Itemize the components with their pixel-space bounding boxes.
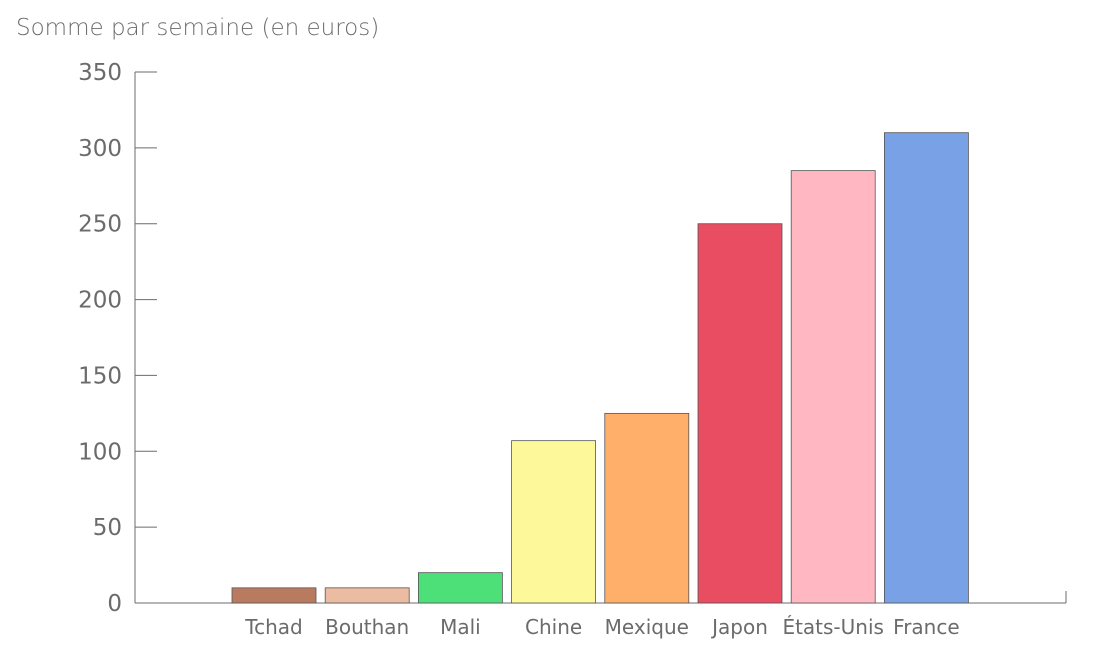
bar-japon bbox=[697, 223, 783, 604]
bars bbox=[231, 132, 969, 604]
y-tick-label: 0 bbox=[107, 591, 122, 617]
bar-mali bbox=[417, 572, 503, 604]
y-tick-label: 50 bbox=[93, 515, 122, 541]
x-tick-label: Mali bbox=[440, 615, 481, 639]
bar-mexique bbox=[604, 412, 690, 604]
x-tick-label: Mexique bbox=[605, 615, 689, 639]
x-tick-label: Chine bbox=[525, 615, 582, 639]
x-tick-label: Japon bbox=[710, 615, 768, 639]
bar-bouthan bbox=[324, 587, 410, 604]
y-axis-title: Somme par semaine (en euros) bbox=[16, 15, 379, 41]
y-tick-label: 250 bbox=[78, 212, 122, 238]
x-tick-label: Tchad bbox=[244, 615, 302, 639]
y-tick-label: 350 bbox=[78, 60, 122, 86]
x-tick-label: France bbox=[893, 615, 960, 639]
y-tick-label: 300 bbox=[78, 136, 122, 162]
y-ticks: 0 50 100 150 200 250 300 350 bbox=[78, 60, 157, 617]
x-ticks: Tchad Bouthan Mali Chine Mexique Japon États-U… bbox=[244, 615, 959, 639]
x-tick-label: Bouthan bbox=[325, 615, 409, 639]
x-tick-label: États-Unis bbox=[782, 615, 884, 639]
y-tick-label: 100 bbox=[78, 439, 122, 465]
y-tick-label: 150 bbox=[78, 363, 122, 389]
bar-tchad bbox=[231, 587, 317, 604]
y-tick-label: 200 bbox=[78, 288, 122, 314]
bar-france bbox=[884, 132, 969, 604]
bar-chine bbox=[511, 440, 597, 604]
bar--tats-unis bbox=[790, 170, 876, 604]
